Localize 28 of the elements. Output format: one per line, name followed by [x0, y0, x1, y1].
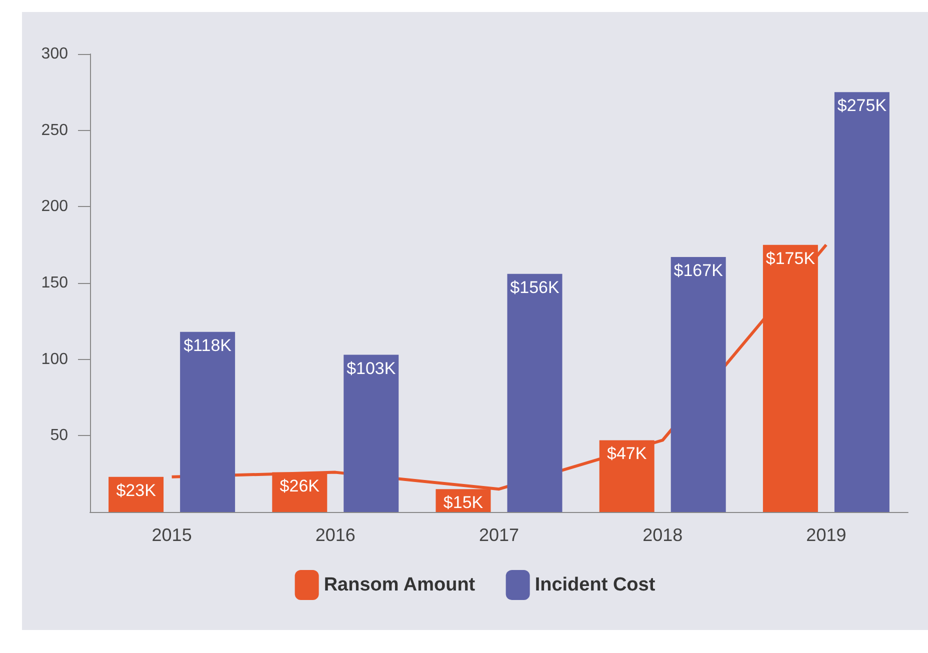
bar	[180, 332, 236, 512]
data-label: $175K	[766, 248, 816, 268]
data-label: $103K	[346, 358, 396, 378]
legend-label: Incident Cost	[534, 574, 656, 596]
bar	[834, 92, 890, 512]
data-label: $47K	[607, 444, 648, 464]
y-tick-label: 50	[50, 427, 68, 444]
bar	[344, 354, 399, 512]
x-tick-label: 2019	[806, 525, 846, 545]
x-tick-label: 2018	[642, 525, 683, 545]
y-tick-label: 300	[41, 46, 68, 62]
x-tick-label: 2016	[315, 525, 356, 545]
legend-label: Ransom Amount	[324, 574, 476, 596]
y-tick-label: 100	[41, 350, 68, 368]
y-tick-label: 200	[41, 198, 68, 216]
data-label: $118K	[184, 336, 232, 355]
data-label: $156K	[510, 278, 560, 297]
data-label: $167K	[674, 261, 724, 280]
x-tick-label: 2015	[152, 525, 192, 545]
data-label: $26K	[280, 476, 320, 496]
data-label: $23K	[116, 480, 157, 500]
bar	[507, 274, 562, 512]
y-tick-label: 250	[41, 122, 68, 139]
data-label: $275K	[837, 96, 888, 116]
bar	[670, 257, 726, 512]
x-tick-label: 2017	[478, 525, 520, 545]
data-label: $15K	[443, 493, 484, 512]
y-tick-label: 150	[41, 274, 68, 292]
